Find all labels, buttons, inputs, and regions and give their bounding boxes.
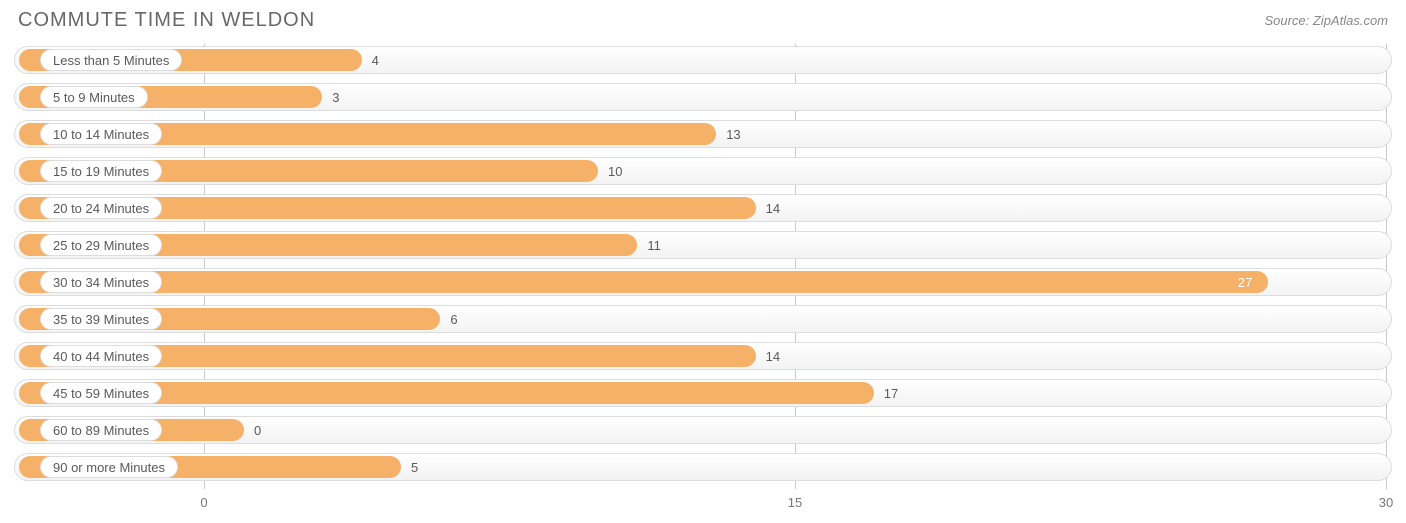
bar [19,271,1268,293]
category-label: 30 to 34 Minutes [40,271,162,293]
chart-row: 25 to 29 Minutes 11 [14,229,1392,261]
chart-row: 15 to 19 Minutes 10 [14,155,1392,187]
category-label: 15 to 19 Minutes [40,160,162,182]
value-label: 5 [411,451,418,483]
category-label: 35 to 39 Minutes [40,308,162,330]
category-label: 45 to 59 Minutes [40,382,162,404]
category-label: 20 to 24 Minutes [40,197,162,219]
category-label: 5 to 9 Minutes [40,86,148,108]
category-label: Less than 5 Minutes [40,49,182,71]
category-label: 40 to 44 Minutes [40,345,162,367]
category-label: 10 to 14 Minutes [40,123,162,145]
value-label: 4 [372,44,379,76]
chart-row: 35 to 39 Minutes 6 [14,303,1392,335]
value-label: 27 [1238,266,1252,298]
value-label: 13 [726,118,740,150]
chart-plot-area: Less than 5 Minutes 4 5 to 9 Minutes 3 10 to… [14,44,1392,489]
chart-title: COMMUTE TIME IN WELDON [18,9,315,32]
chart-row: 20 to 24 Minutes 14 [14,192,1392,224]
chart-row: Less than 5 Minutes 4 [14,44,1392,76]
value-label: 17 [884,377,898,409]
chart-row: 40 to 44 Minutes 14 [14,340,1392,372]
category-label: 25 to 29 Minutes [40,234,162,256]
chart-row: 60 to 89 Minutes 0 [14,414,1392,446]
chart-row: 45 to 59 Minutes 17 [14,377,1392,409]
category-label: 90 or more Minutes [40,456,178,478]
value-label: 14 [766,192,780,224]
category-label: 60 to 89 Minutes [40,419,162,441]
chart-source: Source: ZipAtlas.com [1264,13,1388,28]
axis-tick-label: 0 [200,495,207,510]
chart-row: 30 to 34 Minutes 27 [14,266,1392,298]
axis-tick-label: 15 [788,495,802,510]
chart-row: 5 to 9 Minutes 3 [14,81,1392,113]
value-label: 0 [254,414,261,446]
chart-row: 90 or more Minutes 5 [14,451,1392,483]
chart-header: COMMUTE TIME IN WELDON Source: ZipAtlas.… [18,6,1388,34]
value-label: 14 [766,340,780,372]
value-label: 10 [608,155,622,187]
value-label: 3 [332,81,339,113]
value-label: 6 [450,303,457,335]
x-axis: 0 15 30 [14,495,1392,515]
chart-row: 10 to 14 Minutes 13 [14,118,1392,150]
chart-container: COMMUTE TIME IN WELDON Source: ZipAtlas.… [0,0,1406,523]
value-label: 11 [647,229,661,261]
axis-tick-label: 30 [1379,495,1393,510]
